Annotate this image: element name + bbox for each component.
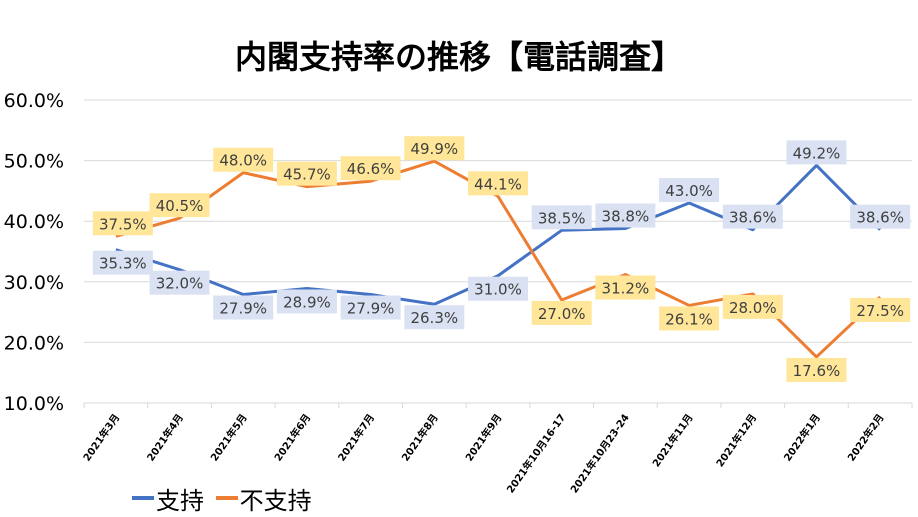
x-tick-label: 2021年8月 xyxy=(399,411,441,463)
data-label-bg xyxy=(276,161,337,186)
data-label: 44.1% xyxy=(474,175,522,193)
data-label-bg xyxy=(595,203,656,228)
data-label-bg xyxy=(722,204,783,229)
x-tick-label: 2021年3月 xyxy=(80,411,122,463)
data-label: 17.6% xyxy=(793,362,841,380)
legend-item-nonsupport: 不支持 xyxy=(215,481,312,516)
data-label: 46.6% xyxy=(347,160,395,178)
data-label-bg xyxy=(213,147,274,172)
data-label-bg xyxy=(531,300,592,325)
y-tick-label: 50.0% xyxy=(4,151,64,173)
data-label-bg xyxy=(340,295,401,320)
data-label: 37.5% xyxy=(99,215,147,233)
y-tick-label: 40.0% xyxy=(4,211,64,233)
data-label-bg xyxy=(659,306,720,331)
data-label-bg xyxy=(468,171,528,196)
data-label: 27.9% xyxy=(347,300,395,318)
y-tick-label: 20.0% xyxy=(4,332,64,354)
legend-swatch xyxy=(132,496,154,500)
data-label: 35.3% xyxy=(99,255,147,273)
data-label: 40.5% xyxy=(156,197,204,215)
series-line-nonsupport xyxy=(115,159,882,359)
data-label-bg xyxy=(276,289,337,314)
data-label: 38.6% xyxy=(729,209,777,227)
data-label-bg xyxy=(92,250,153,275)
x-tick-label: 2021年9月 xyxy=(462,411,504,463)
data-label: 28.0% xyxy=(729,299,777,317)
data-label-bg xyxy=(595,275,656,300)
data-label: 49.2% xyxy=(793,144,841,162)
x-tick-label: 2021年11月 xyxy=(649,411,695,469)
data-label-bg xyxy=(850,204,911,229)
data-label: 38.8% xyxy=(602,207,650,225)
data-label-bg xyxy=(404,305,465,330)
data-label: 38.6% xyxy=(856,209,904,227)
data-label: 26.1% xyxy=(665,310,713,328)
data-label-bg xyxy=(149,270,210,295)
data-label-bg xyxy=(149,193,210,218)
data-label: 28.9% xyxy=(283,293,331,311)
data-label-bg xyxy=(404,136,465,161)
data-label: 38.5% xyxy=(538,209,586,227)
x-tick-label: 2021年7月 xyxy=(335,411,377,463)
x-tick-label: 2022年1月 xyxy=(781,411,823,463)
x-tick-label: 2021年4月 xyxy=(144,411,186,463)
legend: 支持 不支持 xyxy=(130,478,314,516)
data-label-bg xyxy=(786,357,847,382)
data-label: 43.0% xyxy=(665,182,713,200)
x-tick-label: 2021年10月16-17 xyxy=(504,411,568,495)
x-tick-label: 2021年10月23-24 xyxy=(567,411,631,495)
data-label: 45.7% xyxy=(283,166,331,184)
data-label-bg xyxy=(340,156,401,181)
data-label-bg xyxy=(213,295,274,320)
data-label-bg xyxy=(468,276,528,301)
data-label: 49.9% xyxy=(410,140,458,158)
data-label-bg xyxy=(722,294,783,319)
y-tick-label: 30.0% xyxy=(4,272,64,294)
x-tick-label: 2021年5月 xyxy=(208,411,250,463)
data-label: 31.2% xyxy=(602,280,650,298)
chart-title: 内閣支持率の推移【電話調査】 xyxy=(234,38,683,76)
legend-label: 支持 xyxy=(156,486,204,515)
y-tick-label: 60.0% xyxy=(4,90,64,112)
x-tick-label: 2022年2月 xyxy=(845,411,887,463)
x-tick-label: 2021年12月 xyxy=(713,411,759,469)
legend-label: 不支持 xyxy=(239,486,312,515)
data-label-bg xyxy=(531,205,592,230)
legend-item-support: 支持 xyxy=(132,481,204,516)
data-label: 27.0% xyxy=(538,305,586,323)
data-label: 32.0% xyxy=(156,275,204,293)
series-line-support xyxy=(115,163,882,306)
data-label: 27.9% xyxy=(219,300,267,318)
data-label-bg xyxy=(659,178,720,203)
y-tick-label: 10.0% xyxy=(4,393,64,415)
data-label: 31.0% xyxy=(474,281,522,299)
data-label-bg xyxy=(850,297,911,322)
x-tick-label: 2021年6月 xyxy=(271,411,313,463)
data-label-bg xyxy=(786,140,847,165)
data-label: 27.5% xyxy=(856,302,904,320)
legend-swatch xyxy=(215,496,238,500)
data-label-bg xyxy=(92,211,153,236)
data-label: 26.3% xyxy=(410,309,458,327)
data-label: 48.0% xyxy=(219,152,267,170)
